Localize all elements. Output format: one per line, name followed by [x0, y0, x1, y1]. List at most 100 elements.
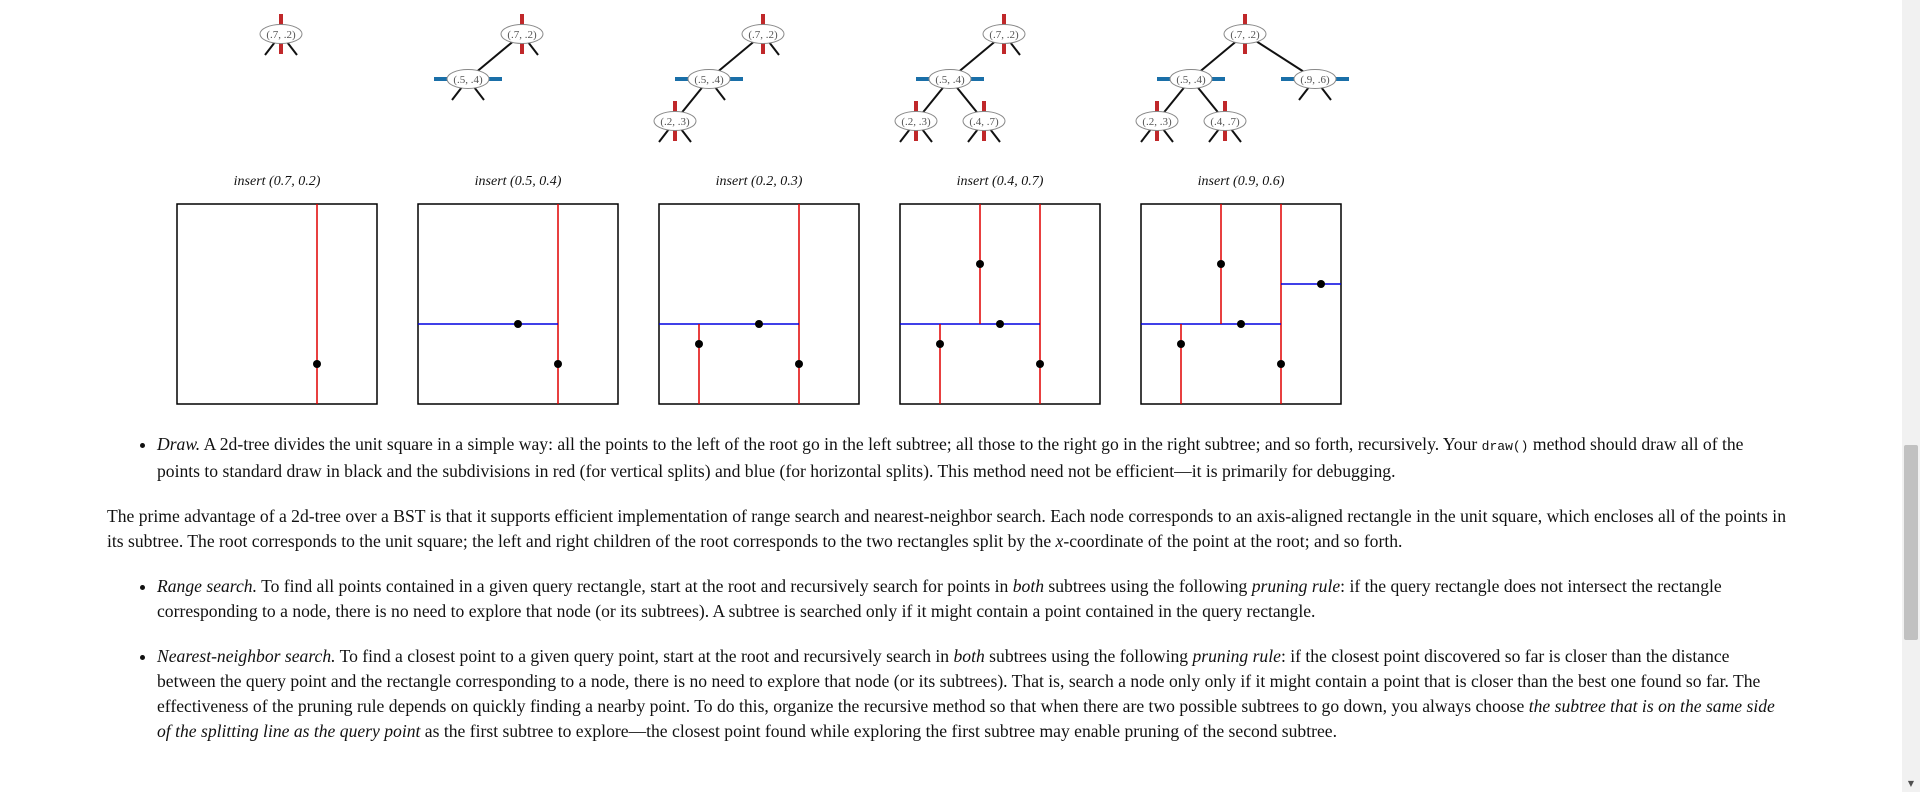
data-point — [695, 340, 703, 348]
null-link-stub — [680, 128, 692, 143]
insertion-panel: insert (0.5, 0.4) (.7, .2) (.5, .4) — [417, 14, 619, 405]
tree-node-label: (.4, .7) — [969, 116, 999, 128]
range-search-item: Range search. To find all points contain… — [157, 574, 1787, 624]
tree-node-label: (.5, .4) — [1176, 74, 1206, 86]
scrollbar-thumb[interactable] — [1904, 445, 1918, 640]
tree-node-label: (.7, .2) — [507, 29, 537, 41]
tree-node-label: (.5, .4) — [935, 74, 965, 86]
data-point — [1277, 360, 1285, 368]
tree-node-label: (.7, .2) — [1230, 29, 1260, 41]
null-link-stub — [768, 41, 780, 56]
nearest-neighbor-item: Nearest-neighbor search. To find a close… — [157, 644, 1787, 744]
data-point — [1317, 280, 1325, 288]
null-link-stub — [714, 86, 726, 101]
tree-node-label: (.7, .2) — [748, 29, 778, 41]
insert-caption: insert (0.7, 0.2) — [234, 174, 321, 189]
null-link-stub — [264, 41, 276, 56]
range-both-emphasis: both — [1012, 576, 1045, 596]
data-point — [755, 320, 763, 328]
tree-node-label: (.2, .3) — [660, 116, 690, 128]
null-link-stub — [989, 128, 1001, 143]
tree-node — [259, 24, 303, 44]
data-point — [795, 360, 803, 368]
tree-node — [500, 24, 544, 44]
tree-node — [982, 24, 1026, 44]
range-search-term: Range search. — [157, 576, 257, 596]
range-text-3: : if the query rectangle does not inters… — [157, 576, 1722, 621]
nn-pruning-rule-emphasis: pruning rule — [1192, 646, 1281, 666]
tree-node-label: (.7, .2) — [266, 29, 296, 41]
null-link-stub — [1162, 128, 1174, 143]
tree-node — [741, 24, 785, 44]
range-text-1: To find all points contained in a given … — [257, 576, 1013, 596]
data-point — [1217, 260, 1225, 268]
insert-caption: insert (0.2, 0.3) — [716, 174, 803, 189]
data-point — [1237, 320, 1245, 328]
null-link-stub — [527, 41, 539, 56]
nn-both-emphasis: both — [953, 646, 985, 666]
tree-node — [1203, 111, 1247, 131]
tree-node — [1223, 24, 1267, 44]
null-link-stub — [286, 41, 298, 56]
tree-node-label: (.2, .3) — [901, 116, 931, 128]
unit-square — [658, 203, 860, 405]
draw-item: Draw. A 2d-tree divides the unit square … — [157, 432, 1787, 484]
data-point — [1036, 360, 1044, 368]
null-link-stub — [967, 128, 979, 143]
nn-text-1: To find a closest point to a given query… — [335, 646, 954, 666]
draw-method-code: draw() — [1481, 439, 1529, 454]
advantage-text-2: -coordinate of the point at the root; an… — [1063, 531, 1403, 551]
nn-text-2: subtrees using the following — [984, 646, 1193, 666]
advantage-x-emphasis: x — [1055, 531, 1064, 551]
tree-node — [928, 69, 972, 89]
null-link-stub — [658, 128, 670, 143]
search-list: Range search. To find all points contain… — [107, 574, 1787, 744]
tree-node-label: (.4, .7) — [1210, 116, 1240, 128]
tree-node — [446, 69, 490, 89]
insertion-panel: insert (0.4, 0.7) (.7, .2) (.5, .4) (.2, .3… — [894, 14, 1101, 405]
insertion-panel: insert (0.7, 0.2) (.7, .2) — [176, 14, 378, 405]
null-link-stub — [1320, 86, 1332, 101]
advantage-text-1: The prime advantage of a 2d-tree over a … — [107, 506, 1786, 551]
tree-node — [653, 111, 697, 131]
null-link-stub — [921, 128, 933, 143]
draw-list: Draw. A 2d-tree divides the unit square … — [107, 432, 1787, 484]
tree-node — [687, 69, 731, 89]
insertion-panel: insert (0.9, 0.6) (.7, .2) (.5, .4) (.2, .3… — [1135, 14, 1349, 405]
tree-node-label: (.9, .6) — [1300, 74, 1330, 86]
data-point — [996, 320, 1004, 328]
tree-node — [894, 111, 938, 131]
null-link-stub — [1009, 41, 1021, 56]
nearest-neighbor-term: Nearest-neighbor search. — [157, 646, 336, 666]
article-content: Draw. A 2d-tree divides the unit square … — [107, 432, 1787, 764]
advantage-paragraph: The prime advantage of a 2d-tree over a … — [107, 504, 1787, 554]
null-link-stub — [1298, 86, 1310, 101]
null-link-stub — [473, 86, 485, 101]
draw-text-1: A 2d-tree divides the unit square in a s… — [200, 434, 1482, 454]
nn-text-4: as the first subtree to explore—the clos… — [420, 721, 1337, 741]
null-link-stub — [1208, 128, 1220, 143]
tree-node — [1135, 111, 1179, 131]
vertical-scrollbar[interactable]: ▼ — [1902, 0, 1920, 792]
draw-text-2: method should draw all of the points to … — [157, 434, 1744, 481]
kd-tree-insertion-figure: insert (0.7, 0.2) (.7, .2) insert (0.5, 0.… — [176, 14, 1349, 405]
tree-node — [962, 111, 1006, 131]
null-link-stub — [899, 128, 911, 143]
insertion-panel: insert (0.2, 0.3) (.7, .2) (.5, .4) (.2, .3… — [653, 14, 860, 405]
data-point — [936, 340, 944, 348]
data-point — [1177, 340, 1185, 348]
null-link-stub — [1140, 128, 1152, 143]
null-link-stub — [451, 86, 463, 101]
unit-square — [1140, 203, 1342, 405]
insert-caption: insert (0.4, 0.7) — [957, 174, 1044, 189]
nn-subtree-emphasis: the subtree that is on the same side of … — [157, 696, 1775, 741]
unit-square — [176, 203, 378, 405]
insert-caption: insert (0.9, 0.6) — [1198, 174, 1285, 189]
data-point — [976, 260, 984, 268]
scroll-down-arrow-icon[interactable]: ▼ — [1907, 779, 1915, 788]
range-text-2: subtrees using the following — [1044, 576, 1252, 596]
null-link-stub — [1230, 128, 1242, 143]
data-point — [313, 360, 321, 368]
tree-node-label: (.5, .4) — [694, 74, 724, 86]
insert-caption: insert (0.5, 0.4) — [475, 174, 562, 189]
